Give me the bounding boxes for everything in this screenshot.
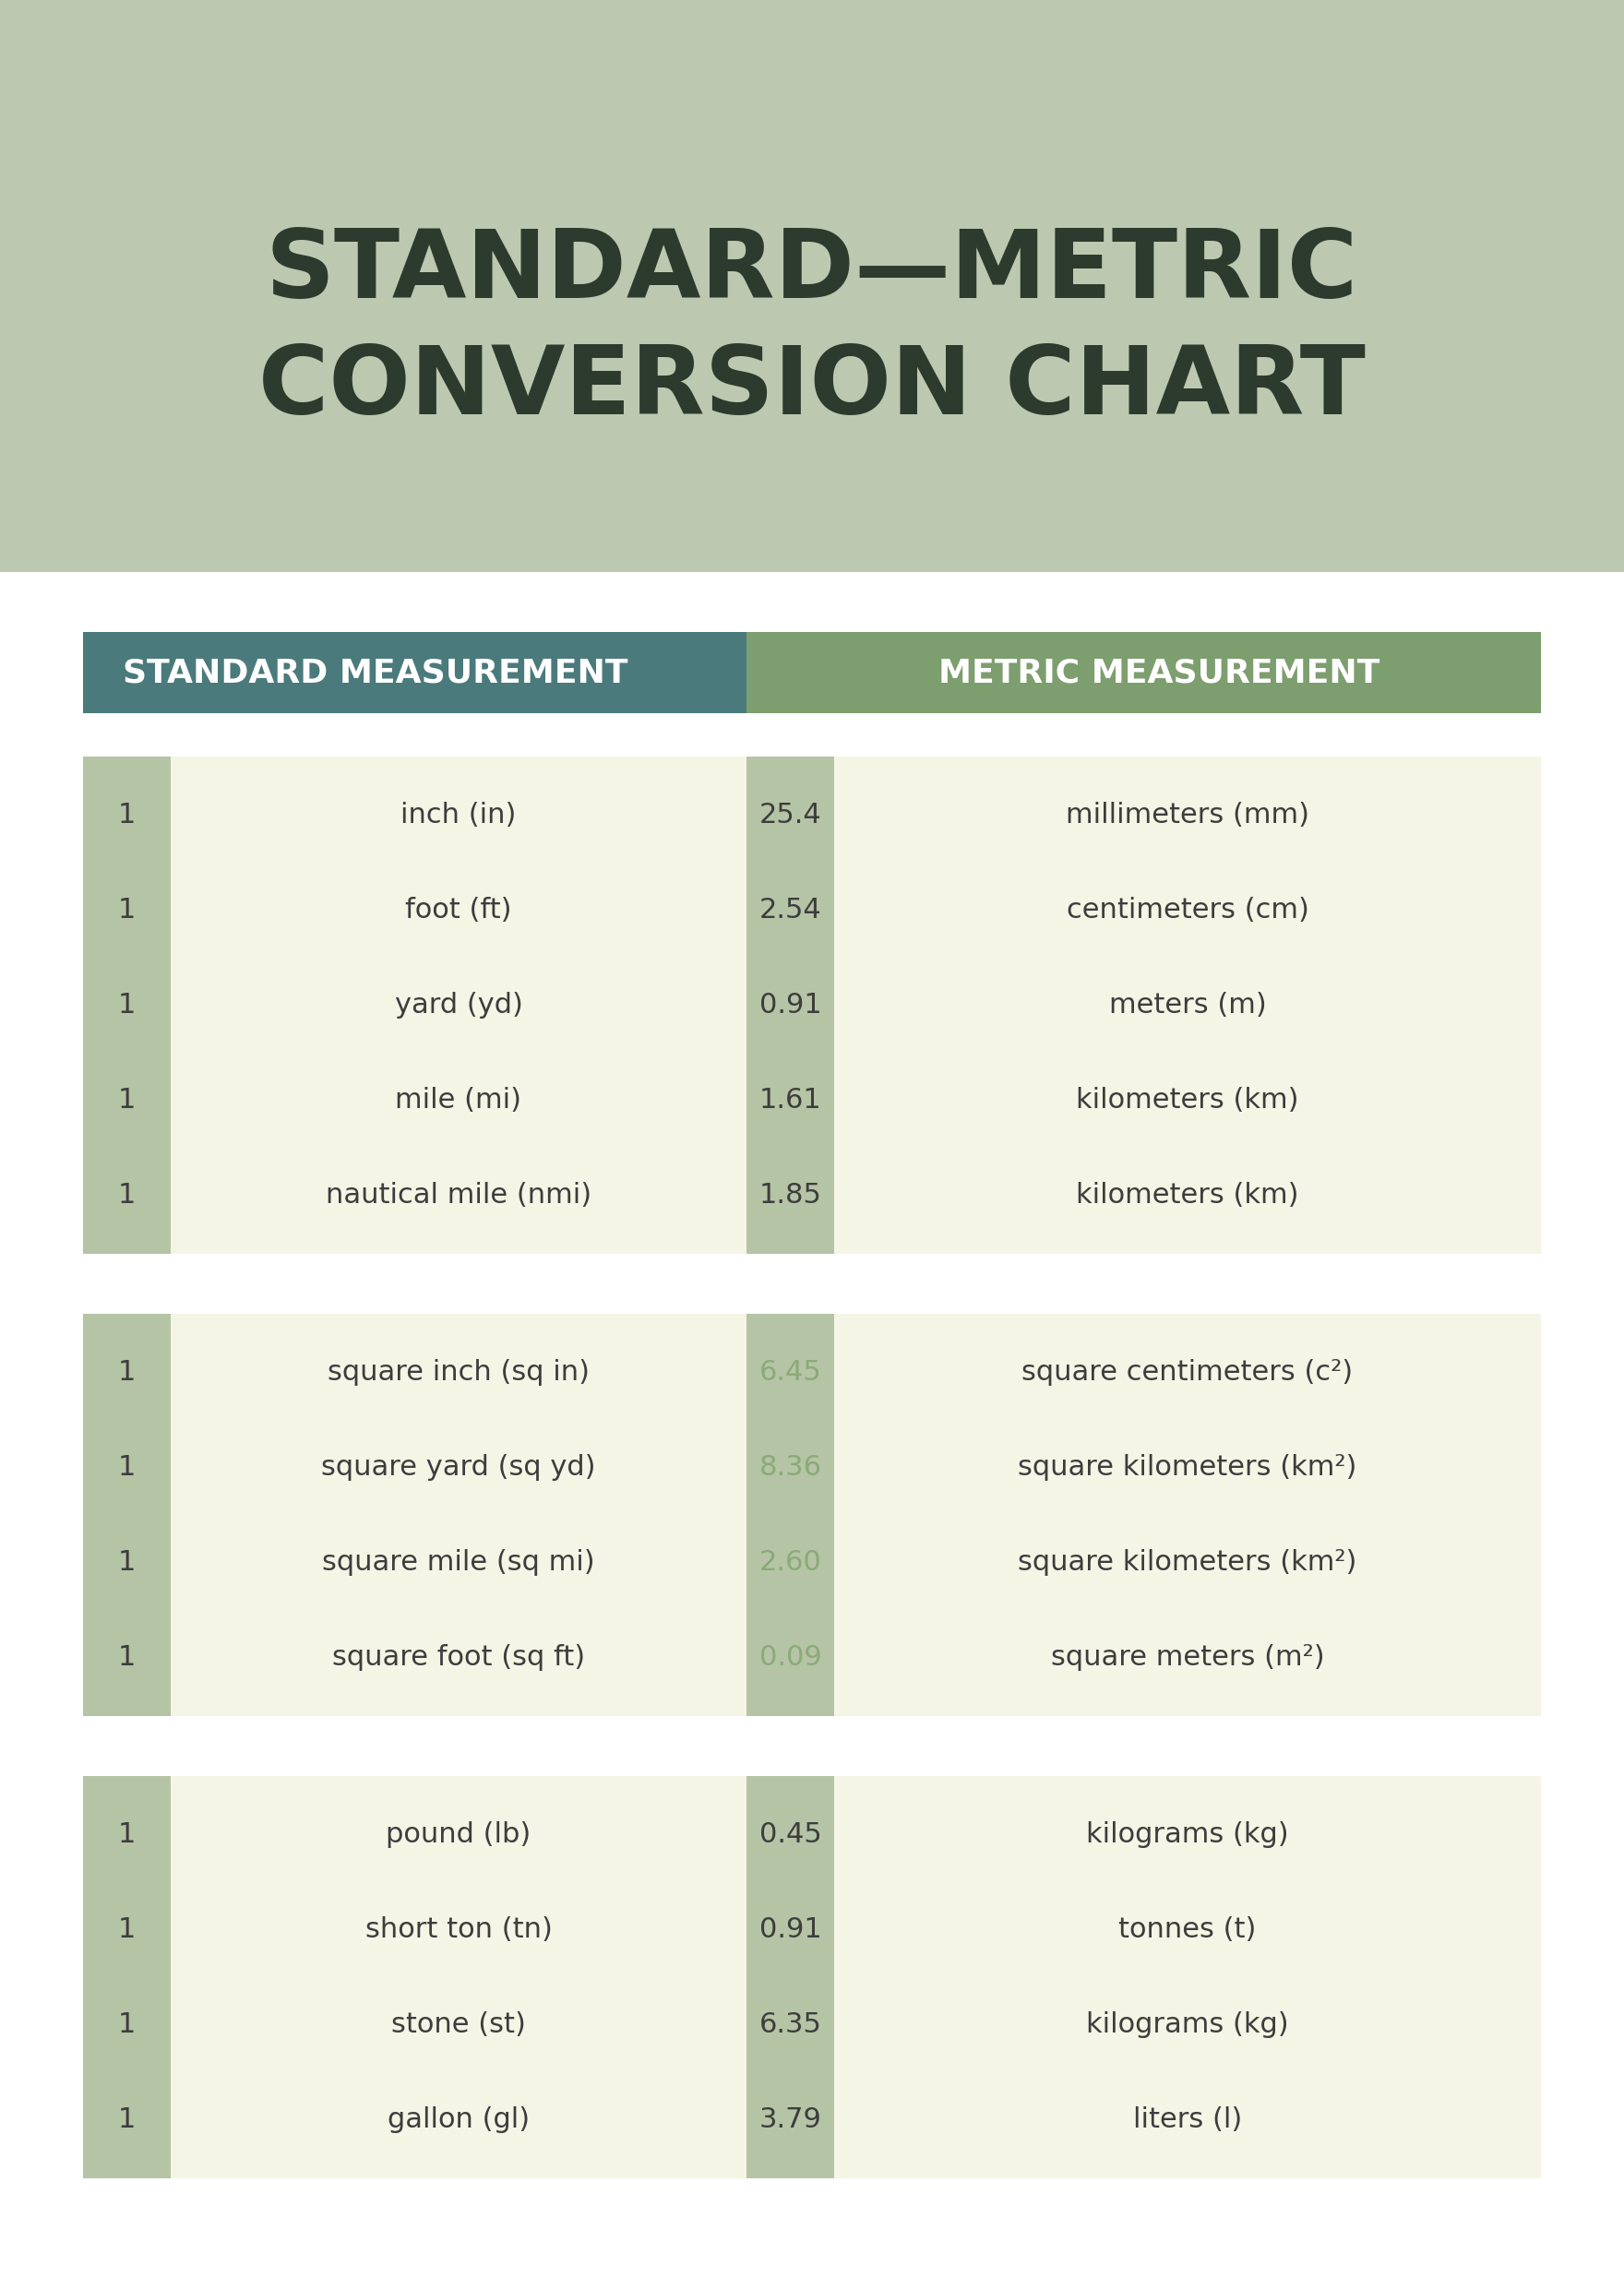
FancyBboxPatch shape bbox=[83, 758, 171, 1254]
Text: tonnes (t): tonnes (t) bbox=[1119, 1916, 1257, 1943]
Text: liters (l): liters (l) bbox=[1134, 2106, 1242, 2133]
Text: yard (yd): yard (yd) bbox=[395, 991, 523, 1019]
Text: square foot (sq ft): square foot (sq ft) bbox=[331, 1644, 585, 1671]
Text: meters (m): meters (m) bbox=[1109, 991, 1267, 1019]
FancyBboxPatch shape bbox=[0, 0, 1624, 572]
FancyBboxPatch shape bbox=[83, 758, 1541, 1254]
Text: square inch (sq in): square inch (sq in) bbox=[328, 1360, 590, 1385]
FancyBboxPatch shape bbox=[83, 1314, 1541, 1717]
Text: pound (lb): pound (lb) bbox=[387, 1822, 531, 1847]
Text: 1: 1 bbox=[119, 1822, 136, 1847]
Text: 6.35: 6.35 bbox=[758, 2012, 822, 2037]
Text: square meters (m²): square meters (m²) bbox=[1051, 1644, 1324, 1671]
Text: 0.91: 0.91 bbox=[758, 1916, 822, 1943]
Text: square kilometers (km²): square kilometers (km²) bbox=[1018, 1550, 1358, 1575]
Text: 1: 1 bbox=[119, 897, 136, 922]
FancyBboxPatch shape bbox=[83, 1776, 1541, 2179]
FancyBboxPatch shape bbox=[83, 1314, 171, 1717]
Text: 6.45: 6.45 bbox=[758, 1360, 822, 1385]
Text: 0.09: 0.09 bbox=[758, 1644, 822, 1671]
Text: stone (st): stone (st) bbox=[391, 2012, 526, 2037]
Text: 2.60: 2.60 bbox=[758, 1550, 822, 1575]
Text: 1: 1 bbox=[119, 801, 136, 829]
Text: kilometers (km): kilometers (km) bbox=[1077, 1087, 1299, 1112]
FancyBboxPatch shape bbox=[747, 758, 835, 1254]
Text: kilograms (kg): kilograms (kg) bbox=[1086, 1822, 1289, 1847]
Text: 8.36: 8.36 bbox=[758, 1454, 822, 1481]
Text: gallon (gl): gallon (gl) bbox=[388, 2106, 529, 2133]
Text: STANDARD MEASUREMENT: STANDARD MEASUREMENT bbox=[122, 657, 627, 689]
Text: STANDARD—METRIC: STANDARD—METRIC bbox=[266, 227, 1358, 318]
Text: 1: 1 bbox=[119, 1087, 136, 1112]
Text: square kilometers (km²): square kilometers (km²) bbox=[1018, 1454, 1358, 1481]
Text: kilometers (km): kilometers (km) bbox=[1077, 1181, 1299, 1209]
Text: short ton (tn): short ton (tn) bbox=[365, 1916, 552, 1943]
Text: kilograms (kg): kilograms (kg) bbox=[1086, 2012, 1289, 2037]
Text: 2.54: 2.54 bbox=[758, 897, 822, 922]
Text: 1: 1 bbox=[119, 1550, 136, 1575]
Text: centimeters (cm): centimeters (cm) bbox=[1067, 897, 1309, 922]
Polygon shape bbox=[83, 632, 810, 714]
Text: METRIC MEASUREMENT: METRIC MEASUREMENT bbox=[939, 657, 1380, 689]
Text: mile (mi): mile (mi) bbox=[395, 1087, 521, 1112]
Text: 1: 1 bbox=[119, 991, 136, 1019]
Text: foot (ft): foot (ft) bbox=[406, 897, 512, 922]
Text: 1: 1 bbox=[119, 1916, 136, 1943]
FancyBboxPatch shape bbox=[83, 1776, 171, 2179]
Text: inch (in): inch (in) bbox=[401, 801, 516, 829]
Text: 1: 1 bbox=[119, 1454, 136, 1481]
Text: 1: 1 bbox=[119, 2106, 136, 2133]
Text: square yard (sq yd): square yard (sq yd) bbox=[322, 1454, 596, 1481]
Text: 1: 1 bbox=[119, 2012, 136, 2037]
Text: 25.4: 25.4 bbox=[758, 801, 822, 829]
Text: 1: 1 bbox=[119, 1360, 136, 1385]
Text: 1.61: 1.61 bbox=[758, 1087, 822, 1112]
Text: 1.85: 1.85 bbox=[758, 1181, 822, 1209]
Text: square centimeters (c²): square centimeters (c²) bbox=[1021, 1360, 1353, 1385]
Text: square mile (sq mi): square mile (sq mi) bbox=[322, 1550, 594, 1575]
FancyBboxPatch shape bbox=[747, 1776, 835, 2179]
Text: CONVERSION CHART: CONVERSION CHART bbox=[258, 341, 1366, 435]
Text: 0.91: 0.91 bbox=[758, 991, 822, 1019]
Text: 1: 1 bbox=[119, 1644, 136, 1671]
Text: 3.79: 3.79 bbox=[758, 2106, 822, 2133]
Text: millimeters (mm): millimeters (mm) bbox=[1065, 801, 1309, 829]
Text: 1: 1 bbox=[119, 1181, 136, 1209]
Text: 0.45: 0.45 bbox=[758, 1822, 822, 1847]
Text: nautical mile (nmi): nautical mile (nmi) bbox=[326, 1181, 591, 1209]
Polygon shape bbox=[747, 632, 1541, 714]
FancyBboxPatch shape bbox=[747, 1314, 835, 1717]
